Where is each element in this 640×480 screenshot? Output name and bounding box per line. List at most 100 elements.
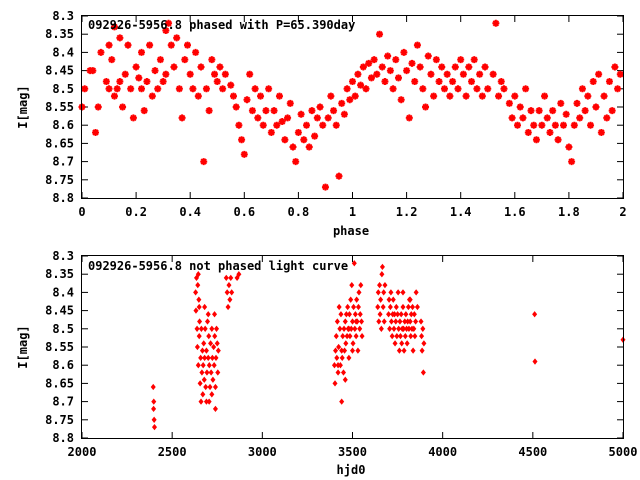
phased-data-point [267,128,275,136]
phased-data-point [194,92,202,100]
phased-data-point [614,85,622,93]
phased-data-point [516,103,524,111]
phased-data-point [254,114,262,122]
unphased-data-point [206,332,212,340]
phased-data-point [543,114,551,122]
unphased-data-point [193,307,199,314]
phased-data-point [167,41,175,49]
phased-data-point [148,92,156,100]
unphased-data-point [197,318,203,325]
unphased-data-point [353,332,359,340]
phased-data-point [289,143,297,151]
unphased-data-point [350,340,356,347]
unphased-data-point [408,332,414,340]
unphased-data-point [334,354,340,362]
phased-data-point [451,63,459,71]
unphased-data-point [333,347,339,354]
phased-data-point [259,121,267,129]
phased-data-point [608,107,616,115]
phased-data-point [257,92,265,100]
unphased-data-point [353,318,359,325]
phased-data-point [392,56,400,64]
unphased-data-point [395,311,401,318]
phased-data-point [508,114,516,122]
phased-data-point [162,70,170,78]
unphased-data-point [336,303,342,311]
unphased-data-point [226,281,232,289]
unphased-data-point [342,318,348,325]
phased-data-point [505,99,513,107]
phased-data-point [524,128,532,136]
unphased-data-point [403,311,409,318]
unphased-data-point [376,318,382,325]
unphased-ytick-label: 8.8 [52,431,74,445]
phased-data-point [381,78,389,86]
unphased-data-point [388,318,394,325]
unphased-data-point [381,318,387,325]
phased-title: 092926-5956.8 phased with P=65.390day [88,18,355,32]
unphased-data-point [421,340,427,347]
phased-data-point [535,107,543,115]
phased-data-point [365,59,373,67]
phased-data-point [294,128,302,136]
unphased-data-point [208,369,214,376]
unphased-data-point [227,296,233,303]
phased-data-point [138,48,146,56]
unphased-data-point [351,260,357,267]
phased-data-point [454,85,462,93]
phased-data-point [527,107,535,115]
unphased-data-point [228,274,234,281]
unphased-xtick-label: 3500 [338,445,367,459]
phased-data-point [435,78,443,86]
phased-xtick-label: 2 [619,205,626,219]
phased-data-point [175,85,183,93]
phased-data-point [589,78,597,86]
phased-data-point [262,107,270,115]
unphased-data-point [375,303,381,311]
unphased-data-point [341,325,347,332]
unphased-data-point [357,325,363,332]
phased-data-point [438,63,446,71]
unphased-data-point [393,318,399,325]
unphased-data-point [236,271,242,278]
phased-data-point [578,85,586,93]
phased-data-point [370,56,378,64]
phased-data-point [156,56,164,64]
unphased-data-point [203,398,209,405]
phased-data-point [484,85,492,93]
phased-data-point [492,19,500,27]
phased-data-point [562,110,570,118]
unphased-data-point [335,369,341,376]
unphased-data-point [193,289,199,296]
phased-data-point [219,85,227,93]
phased-data-point [251,85,259,93]
unphased-data-point [388,289,394,296]
phased-data-point [386,67,394,75]
unphased-data-point [379,271,385,278]
unphased-data-point [198,354,204,362]
unphased-xticks: 2000 2500 3000 3500 4000 4500 5000 [68,256,637,459]
phased-xtick-label: 0.4 [179,205,201,219]
phased-data-point [338,99,346,107]
unphased-data-point [223,274,229,281]
phased-data-point [124,41,132,49]
phased-data-point [116,34,124,42]
unphased-data-point [234,274,240,281]
unphased-data-point [196,303,202,311]
phased-xtick-label: 1.8 [558,205,580,219]
phased-data-point [275,92,283,100]
unphased-title: 092926-5956.8 not phased light curve [88,259,348,273]
unphased-data-point [200,362,206,369]
unphased-data-point [193,274,200,281]
unphased-data-point [357,311,363,318]
phased-data-point [227,81,235,89]
unphased-data-point [335,362,341,369]
phased-data-point [530,121,538,129]
unphased-data-point [206,362,212,369]
phased-data-point [565,143,573,151]
unphased-data-point [342,376,348,383]
unphased-data-point [411,325,417,332]
phased-data-point [173,34,181,42]
unphased-data-point [399,340,405,347]
phased-data-point [238,136,246,144]
